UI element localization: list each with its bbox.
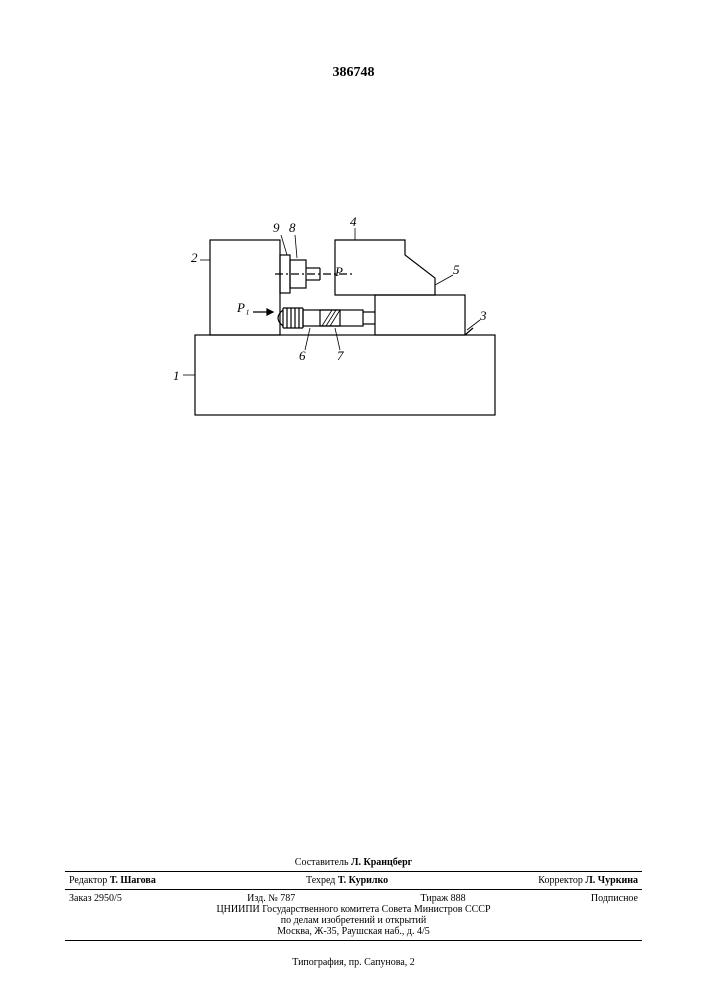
technical-drawing: 1 2 9 8 4 5 3 6 7 P P₁ [175, 200, 525, 430]
editor-name: Т. Шагова [110, 875, 156, 886]
label-p: P [335, 264, 343, 280]
label-5: 5 [453, 262, 460, 278]
org-line-3: Москва, Ж-35, Раушская наб., д. 4/5 [65, 926, 642, 937]
label-8: 8 [289, 220, 296, 236]
label-4: 4 [350, 214, 357, 230]
label-p1: P₁ [237, 300, 249, 316]
label-2: 2 [191, 250, 198, 266]
tech-name: Т. Курилко [338, 875, 388, 886]
footer-rule-1 [65, 871, 642, 872]
editor-label: Редактор [69, 875, 107, 886]
label-3: 3 [480, 308, 487, 324]
tech-label: Техред [306, 875, 335, 886]
page-number: 386748 [333, 65, 375, 81]
footer-rule-2 [65, 889, 642, 890]
podpis: Подписное [591, 893, 638, 904]
order-number: Заказ 2950/5 [69, 893, 122, 904]
imprint-line: Типография, пр. Сапунова, 2 [292, 957, 415, 968]
compiler-label: Составитель [295, 857, 349, 868]
label-6: 6 [299, 348, 306, 364]
izd-number: Изд. № 787 [247, 893, 295, 904]
corrector-label: Корректор [538, 875, 583, 886]
label-7: 7 [337, 348, 344, 364]
label-1: 1 [173, 368, 180, 384]
corrector-name: Л. Чуркина [585, 875, 638, 886]
label-9: 9 [273, 220, 280, 236]
org-line-1: ЦНИИПИ Государственного комитета Совета … [65, 904, 642, 915]
footer-rule-3 [65, 940, 642, 941]
org-line-2: по делам изобретений и открытий [65, 915, 642, 926]
tirazh: Тираж 888 [421, 893, 466, 904]
footer-block: Составитель Л. Кранцберг Редактор Т. Шаг… [65, 857, 642, 944]
compiler-name: Л. Кранцберг [351, 857, 412, 868]
